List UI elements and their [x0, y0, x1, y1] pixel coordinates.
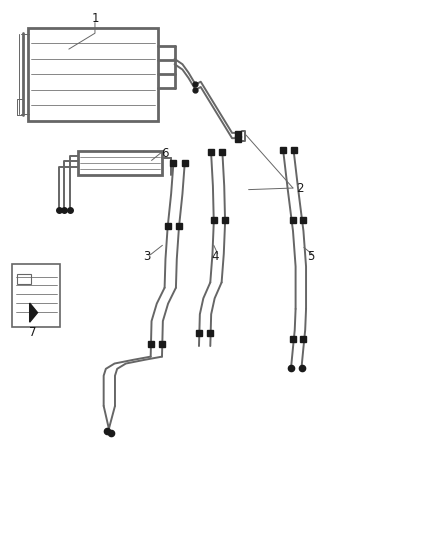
Text: 4: 4	[211, 251, 219, 263]
Bar	[12, 264, 60, 327]
Bar	[78, 151, 162, 175]
Text: 2: 2	[296, 182, 303, 195]
Text: 3: 3	[144, 251, 151, 263]
Polygon shape	[30, 303, 38, 322]
Bar	[28, 28, 158, 120]
Bar	[18, 273, 31, 284]
Text: 5: 5	[307, 251, 314, 263]
Text: 1: 1	[91, 12, 99, 25]
Text: 7: 7	[29, 326, 36, 340]
Text: 6: 6	[161, 147, 168, 159]
